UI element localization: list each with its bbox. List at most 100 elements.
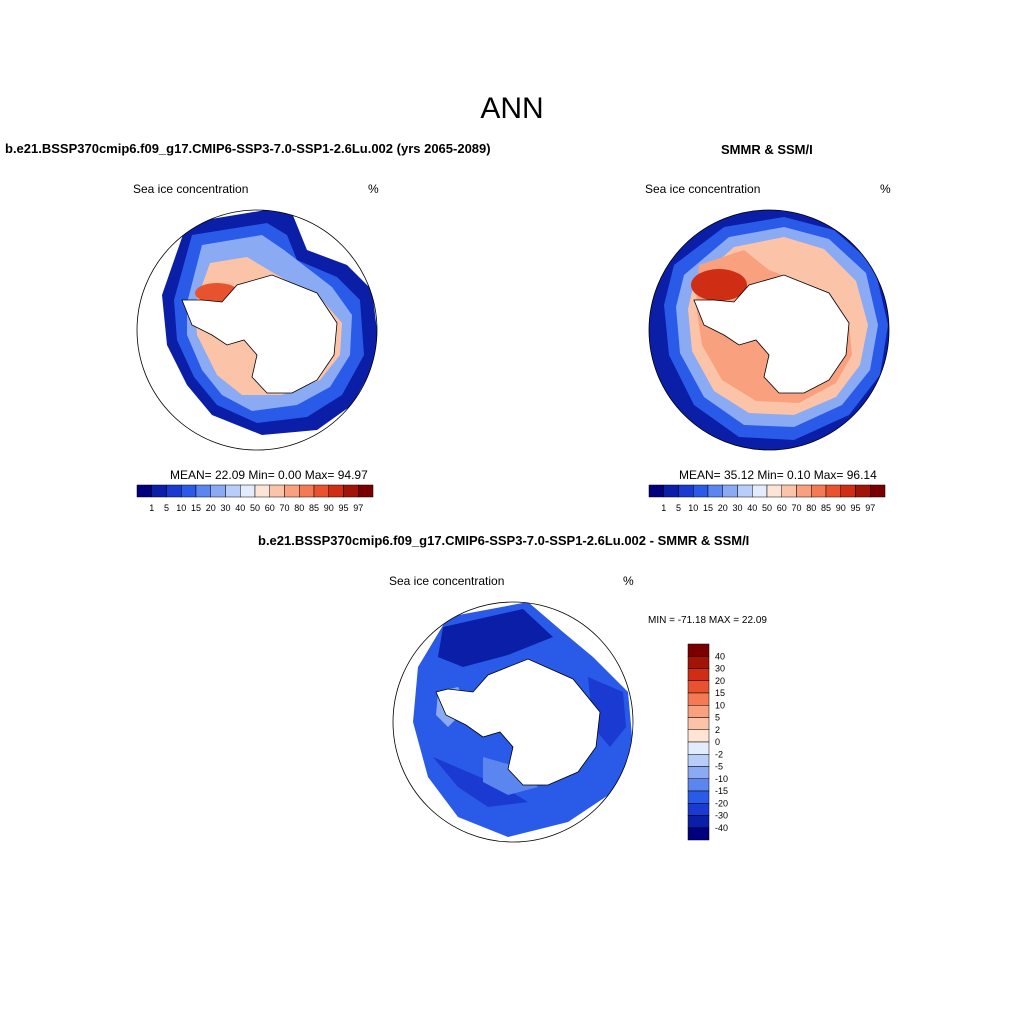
right-units-label: % [880, 182, 891, 196]
left-colorbar: 1 5 10 15 20 30 40 50 60 70 80 85 90 95 97 [136, 484, 374, 513]
left-colorbar-swatch [328, 484, 344, 498]
left-colorbar-tick-label: 10 [176, 503, 186, 513]
diff-colorbar-swatch [687, 643, 710, 657]
diff-colorbar-tick-label: -30 [715, 811, 728, 821]
right-antarctica-land [693, 274, 850, 394]
left-colorbar-tick-label: 97 [353, 503, 363, 513]
right-colorbar-tick-label: 80 [806, 503, 816, 513]
left-colorbar-swatch [269, 484, 285, 498]
left-antarctica-land [181, 274, 338, 394]
diff-antarctica-land [435, 658, 601, 786]
left-colorbar-tick-label: 80 [294, 503, 304, 513]
left-colorbar-tick-label: 60 [265, 503, 275, 513]
diff-colorbar-tick-label: 5 [715, 713, 720, 723]
diff-colorbar-tick-label: 2 [715, 725, 720, 735]
left-colorbar-swatch [343, 484, 359, 498]
diff-colorbar-swatch [687, 790, 710, 804]
left-colorbar-tick-label: 30 [220, 503, 230, 513]
left-colorbar-swatch [225, 484, 241, 498]
right-colorbar-swatch [766, 484, 782, 498]
diff-minmax: MIN = -71.18 MAX = 22.09 [648, 615, 767, 626]
left-colorbar-swatch [166, 484, 182, 498]
figure-title: ANN [480, 92, 544, 125]
diff-colorbar-swatch [687, 741, 710, 755]
left-colorbar-swatch [136, 484, 152, 498]
right-colorbar-swatch [678, 484, 694, 498]
right-weddell-high [691, 269, 747, 301]
left-variable-label: Sea ice concentration [133, 182, 249, 196]
right-colorbar-tick-label: 40 [747, 503, 757, 513]
right-colorbar-tick-label: 30 [732, 503, 742, 513]
left-colorbar-swatch [195, 484, 211, 498]
right-stats: MEAN= 35.12 Min= 0.10 Max= 96.14 [679, 468, 877, 482]
diff-colorbar-tick-label: 15 [715, 688, 725, 698]
left-colorbar-tick-label: 15 [191, 503, 201, 513]
right-colorbar-tick-label: 15 [703, 503, 713, 513]
diff-colorbar-swatch [687, 827, 710, 841]
diff-colorbar-swatch [687, 815, 710, 828]
right-colorbar-tick-label: 5 [676, 503, 681, 513]
left-colorbar-swatch [284, 484, 300, 498]
right-colorbar-tick-label: 85 [821, 503, 831, 513]
diff-dark1 [438, 609, 553, 667]
left-colorbar-swatch [151, 484, 167, 498]
diff-colorbar-swatch [687, 778, 710, 792]
right-colorbar-tick-label: 20 [718, 503, 728, 513]
diff-mid [483, 757, 538, 795]
left-colorbar-tick-label: 95 [338, 503, 348, 513]
right-colorbar-swatch [811, 484, 827, 498]
right-colorbar-swatch [781, 484, 797, 498]
right-polar-map [648, 209, 890, 451]
left-units-label: % [368, 182, 379, 196]
right-colorbar-swatch [855, 484, 871, 498]
diff-colorbar-tick-label: -5 [715, 762, 723, 772]
right-colorbar-swatch [722, 484, 738, 498]
right-panel-title: SMMR & SSM/I [721, 142, 813, 157]
left-panel-title: b.e21.BSSP370cmip6.f09_g17.CMIP6-SSP3-7.… [5, 141, 491, 156]
diff-colorbar-tick-label: 40 [715, 651, 725, 661]
diff-colorbar-tick-label: -2 [715, 749, 723, 759]
diff-colorbar-swatch [687, 668, 710, 681]
left-colorbar-swatch [210, 484, 226, 498]
left-polar-map [136, 209, 378, 451]
right-colorbar-swatch [737, 484, 753, 498]
diff-colorbar-swatch [687, 754, 710, 767]
right-colorbar-tick-label: 97 [865, 503, 875, 513]
left-colorbar-swatch [240, 484, 256, 498]
diff-colorbar-swatch [687, 705, 710, 718]
left-colorbar-tick-label: 85 [309, 503, 319, 513]
diff-colorbar-swatch [687, 717, 710, 730]
left-colorbar-tick-label: 50 [250, 503, 260, 513]
left-stats: MEAN= 22.09 Min= 0.00 Max= 94.97 [170, 468, 368, 482]
left-colorbar-tick-label: 1 [149, 503, 154, 513]
right-colorbar-swatch [663, 484, 679, 498]
right-colorbar-swatch [870, 484, 886, 498]
left-colorbar-swatch [254, 484, 270, 498]
right-colorbar-tick-label: 50 [762, 503, 772, 513]
right-colorbar-swatch [707, 484, 723, 498]
diff-colorbar-swatch [687, 680, 710, 694]
diff-colorbar-tick-label: -15 [715, 786, 728, 796]
left-colorbar-tick-label: 5 [164, 503, 169, 513]
left-colorbar-tick-label: 40 [235, 503, 245, 513]
diff-colorbar-tick-label: 10 [715, 700, 725, 710]
diff-variable-label: Sea ice concentration [389, 574, 505, 588]
right-colorbar: 1 5 10 15 20 30 40 50 60 70 80 85 90 95 97 [648, 484, 886, 513]
diff-colorbar-swatch [687, 692, 710, 706]
left-colorbar-swatch [358, 484, 374, 498]
diff-colorbar-tick-label: -20 [715, 798, 728, 808]
right-colorbar-swatch [825, 484, 841, 498]
right-colorbar-swatch [796, 484, 812, 498]
diff-units-label: % [623, 574, 634, 588]
right-colorbar-swatch [752, 484, 768, 498]
diff-colorbar-tick-label: 30 [715, 664, 725, 674]
right-colorbar-tick-label: 70 [791, 503, 801, 513]
left-colorbar-tick-label: 20 [206, 503, 216, 513]
left-colorbar-tick-label: 90 [324, 503, 334, 513]
right-variable-label: Sea ice concentration [645, 182, 761, 196]
right-colorbar-tick-label: 10 [688, 503, 698, 513]
diff-colorbar-tick-label: -40 [715, 823, 728, 833]
left-colorbar-swatch [181, 484, 197, 498]
diff-colorbar-tick-label: 0 [715, 737, 720, 747]
